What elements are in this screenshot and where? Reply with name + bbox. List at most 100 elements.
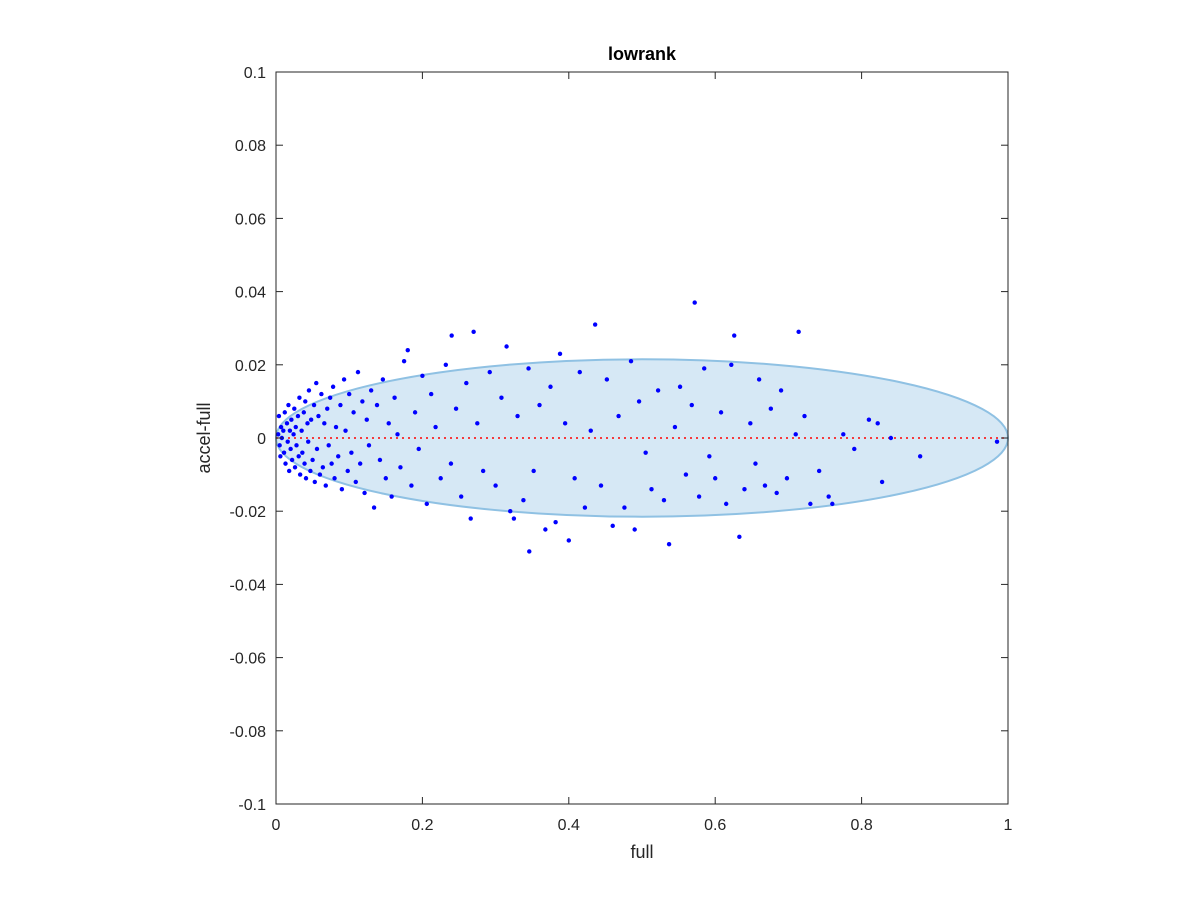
data-point-157 — [762, 483, 768, 488]
data-point-154 — [748, 421, 753, 426]
data-point-62 — [347, 391, 352, 397]
data-point-43 — [316, 413, 321, 419]
data-point-0 — [275, 432, 281, 437]
data-point-12 — [286, 402, 291, 408]
data-point-160 — [778, 388, 784, 393]
data-point-115 — [543, 527, 548, 532]
data-point-164 — [802, 413, 807, 419]
data-point-9 — [283, 461, 288, 466]
data-point-80 — [392, 395, 397, 400]
data-point-33 — [305, 421, 310, 426]
data-point-145 — [702, 366, 707, 371]
data-point-104 — [493, 483, 498, 488]
data-point-167 — [826, 494, 831, 499]
data-point-8 — [282, 410, 287, 415]
data-point-92 — [438, 476, 443, 481]
y-tick-label: -0.06 — [230, 651, 267, 668]
data-point-98 — [464, 380, 469, 386]
data-point-69 — [362, 490, 367, 496]
data-point-125 — [592, 322, 598, 327]
data-point-17 — [289, 457, 295, 463]
data-point-31 — [303, 399, 308, 404]
data-points — [275, 300, 1000, 554]
data-point-137 — [661, 498, 667, 503]
data-point-40 — [312, 479, 317, 485]
data-point-83 — [401, 358, 407, 364]
data-point-153 — [742, 487, 747, 492]
data-point-39 — [311, 402, 317, 408]
data-point-175 — [917, 454, 923, 459]
y-tick-label: 0.06 — [235, 211, 266, 228]
data-point-97 — [458, 494, 464, 499]
data-point-129 — [616, 413, 621, 419]
data-point-34 — [306, 439, 311, 444]
data-point-136 — [655, 388, 661, 393]
y-tick-label: -0.08 — [230, 724, 267, 741]
data-point-93 — [443, 362, 449, 367]
data-point-134 — [643, 450, 648, 455]
data-point-29 — [301, 410, 307, 415]
data-point-11 — [285, 439, 290, 444]
data-point-88 — [420, 373, 425, 378]
data-point-20 — [292, 465, 298, 470]
data-point-148 — [718, 410, 724, 415]
data-point-120 — [566, 538, 571, 543]
x-tick-label: 1 — [1004, 817, 1013, 834]
data-point-110 — [521, 498, 526, 503]
data-point-168 — [830, 501, 835, 507]
data-point-26 — [297, 472, 303, 477]
y-tick-label: -0.02 — [230, 504, 267, 521]
data-point-118 — [557, 351, 563, 357]
data-point-60 — [343, 428, 348, 433]
data-point-50 — [326, 443, 331, 448]
data-point-124 — [588, 428, 593, 433]
data-point-99 — [468, 516, 473, 521]
data-point-61 — [345, 468, 350, 474]
y-tick-label: 0.1 — [244, 65, 266, 82]
data-point-102 — [480, 468, 486, 474]
data-point-78 — [386, 421, 391, 426]
data-point-147 — [713, 476, 718, 481]
data-point-71 — [366, 443, 372, 448]
data-point-112 — [527, 549, 532, 554]
data-point-57 — [338, 402, 343, 408]
data-point-35 — [306, 388, 312, 393]
data-point-140 — [677, 384, 683, 389]
data-point-127 — [604, 377, 610, 382]
data-point-138 — [666, 541, 672, 547]
data-point-159 — [774, 490, 779, 496]
data-point-2 — [278, 424, 284, 430]
data-point-47 — [322, 421, 327, 426]
data-point-14 — [287, 428, 293, 433]
data-point-25 — [297, 395, 302, 400]
data-point-95 — [449, 333, 454, 338]
data-point-37 — [308, 417, 314, 422]
data-point-111 — [526, 366, 531, 371]
y-tick-label: 0.04 — [235, 285, 266, 302]
data-point-117 — [553, 519, 558, 525]
data-point-126 — [598, 483, 604, 488]
x-tick-label: 0.2 — [411, 817, 433, 834]
data-point-73 — [371, 505, 377, 510]
y-tick-label: -0.04 — [230, 577, 267, 594]
data-point-85 — [409, 483, 414, 488]
data-point-89 — [424, 501, 429, 507]
data-point-176 — [994, 439, 1000, 444]
data-point-77 — [383, 476, 388, 481]
data-point-45 — [319, 391, 324, 397]
data-point-63 — [349, 450, 354, 455]
data-point-24 — [296, 454, 301, 459]
data-point-56 — [336, 454, 341, 459]
data-point-15 — [288, 446, 293, 452]
data-point-51 — [327, 395, 333, 400]
data-point-55 — [333, 424, 339, 430]
x-tick-label: 0.4 — [558, 817, 580, 834]
data-point-30 — [302, 461, 307, 466]
y-tick-label: 0.02 — [235, 358, 266, 375]
data-point-86 — [412, 410, 418, 415]
chart-title: lowrank — [608, 44, 677, 64]
data-point-105 — [499, 395, 504, 400]
data-point-171 — [866, 417, 872, 422]
data-point-119 — [562, 421, 568, 426]
